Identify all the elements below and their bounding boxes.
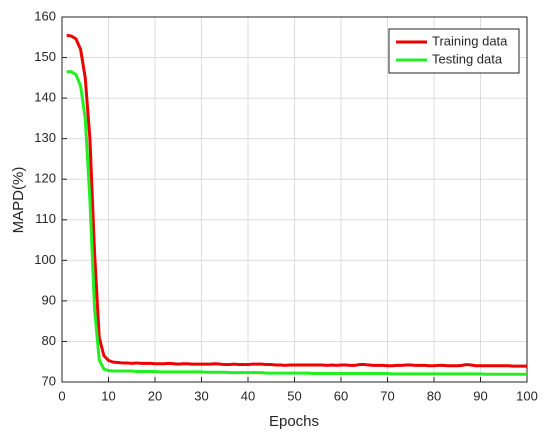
x-tick-label: 90 — [473, 388, 487, 403]
x-tick-label: 80 — [427, 388, 441, 403]
plot-frame — [61, 16, 528, 383]
y-tick-label: 120 — [34, 171, 56, 186]
y-tick-label: 140 — [34, 90, 56, 105]
y-axis-label: MAPD(%) — [10, 167, 27, 234]
y-tick-label: 100 — [34, 252, 56, 267]
y-tick-label: 150 — [34, 49, 56, 64]
data-line — [66, 70, 527, 376]
x-tick-label: 50 — [287, 388, 301, 403]
y-tick-label: 90 — [42, 292, 56, 307]
x-tick-label: 70 — [380, 388, 394, 403]
legend-label: Testing data — [432, 51, 503, 66]
y-tick-label: 70 — [42, 373, 56, 388]
x-axis-label: Epochs — [269, 413, 319, 430]
y-tick-label: 110 — [35, 211, 56, 226]
y-tick-label: 160 — [34, 8, 56, 23]
legend-label: Training data — [432, 33, 508, 48]
x-tick-label: 20 — [148, 388, 162, 403]
y-tick-label: 130 — [34, 130, 56, 145]
x-tick-label: 40 — [241, 388, 255, 403]
x-tick-label: 0 — [58, 388, 65, 403]
x-tick-label: 10 — [101, 388, 115, 403]
x-tick-label: 30 — [194, 388, 208, 403]
legend-box — [388, 28, 520, 74]
y-tick-label: 80 — [42, 333, 56, 348]
x-tick-label: 100 — [516, 388, 538, 403]
data-line — [66, 33, 527, 368]
x-tick-label: 60 — [334, 388, 348, 403]
